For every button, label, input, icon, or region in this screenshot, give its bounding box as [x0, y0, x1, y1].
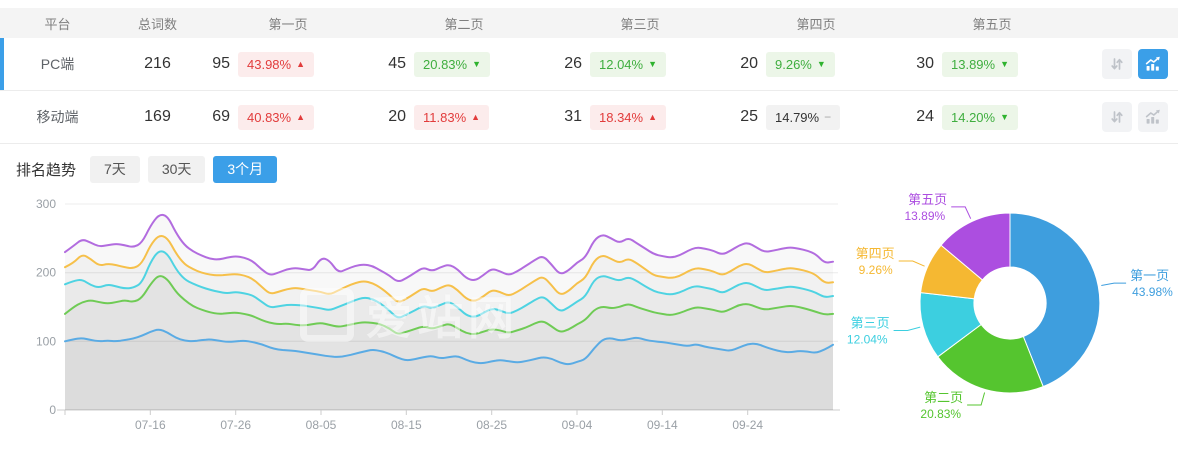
- page3-stat: 26 12.04% ▼: [552, 51, 728, 77]
- tab-3-months[interactable]: 3个月: [213, 155, 278, 183]
- trend-chart-icon: [1145, 109, 1160, 124]
- trend-badge: 13.89% ▼: [942, 51, 1019, 77]
- page-distribution-donut-chart: 第一页 43.98% 第二页 20.83% 第三页 12.04% 第四页 9.26% 第五页 13…: [847, 192, 1173, 421]
- svg-text:300: 300: [36, 197, 56, 211]
- trend-arrow-icon: ▼: [816, 58, 826, 69]
- platform-name: PC端: [40, 56, 75, 72]
- trend-arrow-icon: ▼: [472, 58, 482, 69]
- trend-badge: 14.20% ▼: [942, 104, 1019, 130]
- platform-name: 移动端: [36, 109, 79, 125]
- page-count: 24: [916, 108, 934, 125]
- trend-arrow-icon: ▲: [648, 111, 658, 122]
- trend-chart-icon: [1145, 56, 1160, 71]
- sort-arrows-icon: [1111, 111, 1123, 123]
- trend-badge: 20.83% ▼: [414, 51, 491, 77]
- svg-text:第二页: 第二页: [924, 390, 963, 405]
- trend-badge: 40.83% ▲: [238, 104, 315, 130]
- col-header-page3: 第三页: [620, 16, 660, 32]
- trend-arrow-icon: −: [824, 110, 832, 124]
- donut-slice: [937, 323, 1044, 394]
- row-actions: [1080, 102, 1178, 132]
- svg-text:08-05: 08-05: [306, 418, 337, 432]
- page-count: 95: [212, 55, 230, 72]
- table-row-pc[interactable]: PC端 216 95 43.98% ▲ 45 20.83% ▼ 26 12.04% ▼…: [0, 38, 1178, 91]
- trend-toolbar: 排名趋势 7天 30天 3个月: [16, 154, 1178, 184]
- svg-text:第五页: 第五页: [908, 192, 947, 207]
- row-actions: [1080, 49, 1178, 79]
- svg-text:09-14: 09-14: [647, 418, 678, 432]
- page5-stat: 24 14.20% ▼: [904, 104, 1080, 130]
- page2-stat: 45 20.83% ▼: [376, 51, 552, 77]
- sort-button[interactable]: [1102, 49, 1132, 79]
- trend-arrow-icon: ▲: [471, 111, 481, 122]
- page4-stat: 25 14.79% −: [728, 104, 904, 130]
- trend-arrow-icon: ▼: [648, 58, 658, 69]
- svg-text:13.89%: 13.89%: [904, 209, 945, 223]
- page2-stat: 20 11.83% ▲: [376, 104, 552, 130]
- trend-title: 排名趋势: [16, 161, 77, 179]
- page3-stat: 31 18.34% ▲: [552, 104, 728, 130]
- svg-text:07-26: 07-26: [220, 418, 251, 432]
- svg-text:第一页: 第一页: [1130, 268, 1169, 283]
- trend-arrow-icon: ▲: [296, 111, 306, 122]
- page-count: 26: [564, 55, 582, 72]
- page5-stat: 30 13.89% ▼: [904, 51, 1080, 77]
- col-header-page1: 第一页: [268, 16, 308, 32]
- svg-text:0: 0: [49, 403, 56, 417]
- svg-text:100: 100: [36, 334, 56, 348]
- svg-text:43.98%: 43.98%: [1132, 285, 1173, 299]
- svg-text:09-04: 09-04: [562, 418, 593, 432]
- trend-arrow-icon: ▼: [1000, 58, 1010, 69]
- trend-arrow-icon: ▼: [1000, 111, 1010, 122]
- svg-text:第四页: 第四页: [856, 246, 895, 261]
- svg-text:20.83%: 20.83%: [920, 407, 961, 421]
- trend-badge: 14.79% −: [766, 104, 841, 130]
- sort-button[interactable]: [1102, 102, 1132, 132]
- tab-30-days[interactable]: 30天: [147, 155, 206, 183]
- svg-text:08-15: 08-15: [391, 418, 422, 432]
- svg-text:第三页: 第三页: [851, 316, 890, 331]
- svg-text:07-16: 07-16: [135, 418, 166, 432]
- trend-chart-button[interactable]: [1138, 49, 1168, 79]
- page-count: 20: [388, 108, 406, 125]
- page-count: 69: [212, 108, 230, 125]
- page-count: 20: [740, 55, 758, 72]
- page4-stat: 20 9.26% ▼: [728, 51, 904, 77]
- donut-slice: [940, 212, 1011, 281]
- trend-badge: 43.98% ▲: [238, 51, 315, 77]
- page-count: 25: [740, 108, 758, 125]
- page-count: 30: [916, 55, 934, 72]
- trend-badge: 9.26% ▼: [766, 51, 835, 77]
- sort-arrows-icon: [1111, 58, 1123, 70]
- col-header-platform: 平台: [44, 16, 71, 32]
- rank-trend-line-chart: 0 100 200 300 07-16 07-26 08-05 08-15 08-25 09-04…: [36, 197, 840, 432]
- svg-text:12.04%: 12.04%: [847, 333, 888, 347]
- page1-stat: 95 43.98% ▲: [200, 51, 376, 77]
- col-header-page5: 第五页: [972, 16, 1012, 32]
- trend-badge: 11.83% ▲: [414, 104, 490, 130]
- col-header-page2: 第二页: [444, 16, 484, 32]
- svg-text:9.26%: 9.26%: [859, 263, 893, 277]
- donut-slice: [1009, 212, 1101, 388]
- col-header-total-words: 总词数: [137, 16, 177, 32]
- trend-charts-area: 0 100 200 300 07-16 07-26 08-05 08-15 08-25 09-04…: [0, 186, 1178, 452]
- trend-badge: 12.04% ▼: [590, 51, 667, 77]
- keyword-rank-panel: 平台 总词数 第一页 第二页 第三页 第四页 第五页 PC端 216 95 43…: [0, 8, 1178, 462]
- tab-7-days[interactable]: 7天: [90, 155, 140, 183]
- trend-arrow-icon: ▲: [296, 58, 306, 69]
- total-words-value: 169: [144, 108, 171, 125]
- svg-text:09-24: 09-24: [732, 418, 763, 432]
- svg-text:200: 200: [36, 266, 56, 280]
- keyword-rank-table: 平台 总词数 第一页 第二页 第三页 第四页 第五页 PC端 216 95 43…: [0, 8, 1178, 144]
- table-row-mobile[interactable]: 移动端 169 69 40.83% ▲ 20 11.83% ▲ 31 18.34% ▲…: [0, 91, 1178, 144]
- total-words-value: 216: [144, 55, 171, 72]
- svg-text:08-25: 08-25: [476, 418, 507, 432]
- page-count: 45: [388, 55, 406, 72]
- col-header-page4: 第四页: [796, 16, 836, 32]
- page1-stat: 69 40.83% ▲: [200, 104, 376, 130]
- trend-badge: 18.34% ▲: [590, 104, 667, 130]
- page-count: 31: [564, 108, 582, 125]
- table-header-row: 平台 总词数 第一页 第二页 第三页 第四页 第五页: [0, 8, 1178, 38]
- trend-chart-button[interactable]: [1138, 102, 1168, 132]
